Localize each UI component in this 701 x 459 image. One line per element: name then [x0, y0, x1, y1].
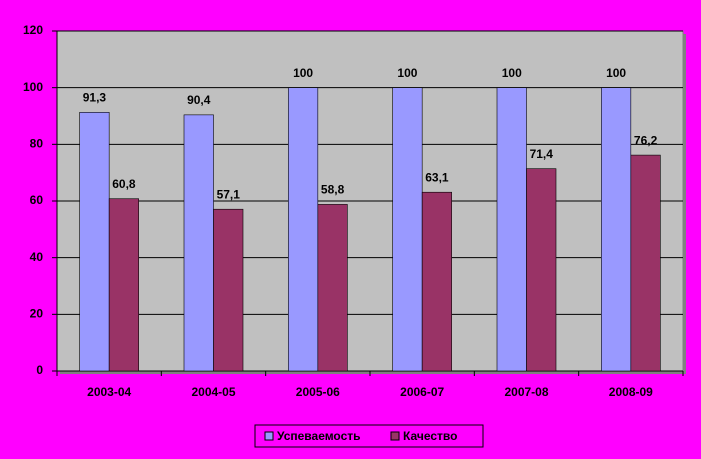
y-tick-label: 100 [23, 80, 43, 94]
bar [421, 191, 452, 372]
legend-label: Качество [403, 429, 457, 443]
value-label: 71,4 [530, 147, 554, 161]
x-tick-label: 2004-05 [191, 385, 235, 399]
bar [496, 87, 527, 372]
value-label: 63,1 [425, 170, 449, 184]
bar [183, 114, 214, 372]
x-tick-label: 2007-08 [504, 385, 548, 399]
value-label: 91,3 [83, 90, 107, 104]
bar [601, 87, 632, 372]
x-tick-label: 2003-04 [87, 385, 131, 399]
y-tick-label: 120 [23, 23, 43, 37]
y-tick-label: 20 [30, 307, 44, 321]
value-label: 90,4 [187, 93, 211, 107]
value-label: 60,8 [112, 177, 136, 191]
bar [392, 87, 423, 372]
legend-label: Успеваемость [277, 429, 361, 443]
value-label: 100 [606, 66, 626, 80]
legend-box [254, 424, 484, 448]
y-tick-label: 60 [30, 193, 44, 207]
x-tick-label: 2006-07 [400, 385, 444, 399]
bar [317, 204, 348, 372]
legend-swatch [264, 431, 274, 441]
bar [213, 208, 244, 372]
value-label: 100 [397, 66, 417, 80]
value-label: 58,8 [321, 183, 345, 197]
bar [79, 112, 110, 372]
y-tick-label: 0 [36, 363, 43, 377]
y-tick-label: 40 [30, 250, 44, 264]
bar [630, 154, 661, 372]
y-tick-label: 80 [30, 137, 44, 151]
value-label: 57,1 [217, 187, 241, 201]
x-tick-label: 2005-06 [296, 385, 340, 399]
value-label: 76,2 [634, 133, 658, 147]
bar [288, 87, 319, 372]
x-tick-label: 2008-09 [609, 385, 653, 399]
value-label: 100 [293, 66, 313, 80]
bar [526, 168, 557, 372]
value-label: 100 [502, 66, 522, 80]
legend-swatch [390, 431, 400, 441]
bar [108, 198, 139, 372]
